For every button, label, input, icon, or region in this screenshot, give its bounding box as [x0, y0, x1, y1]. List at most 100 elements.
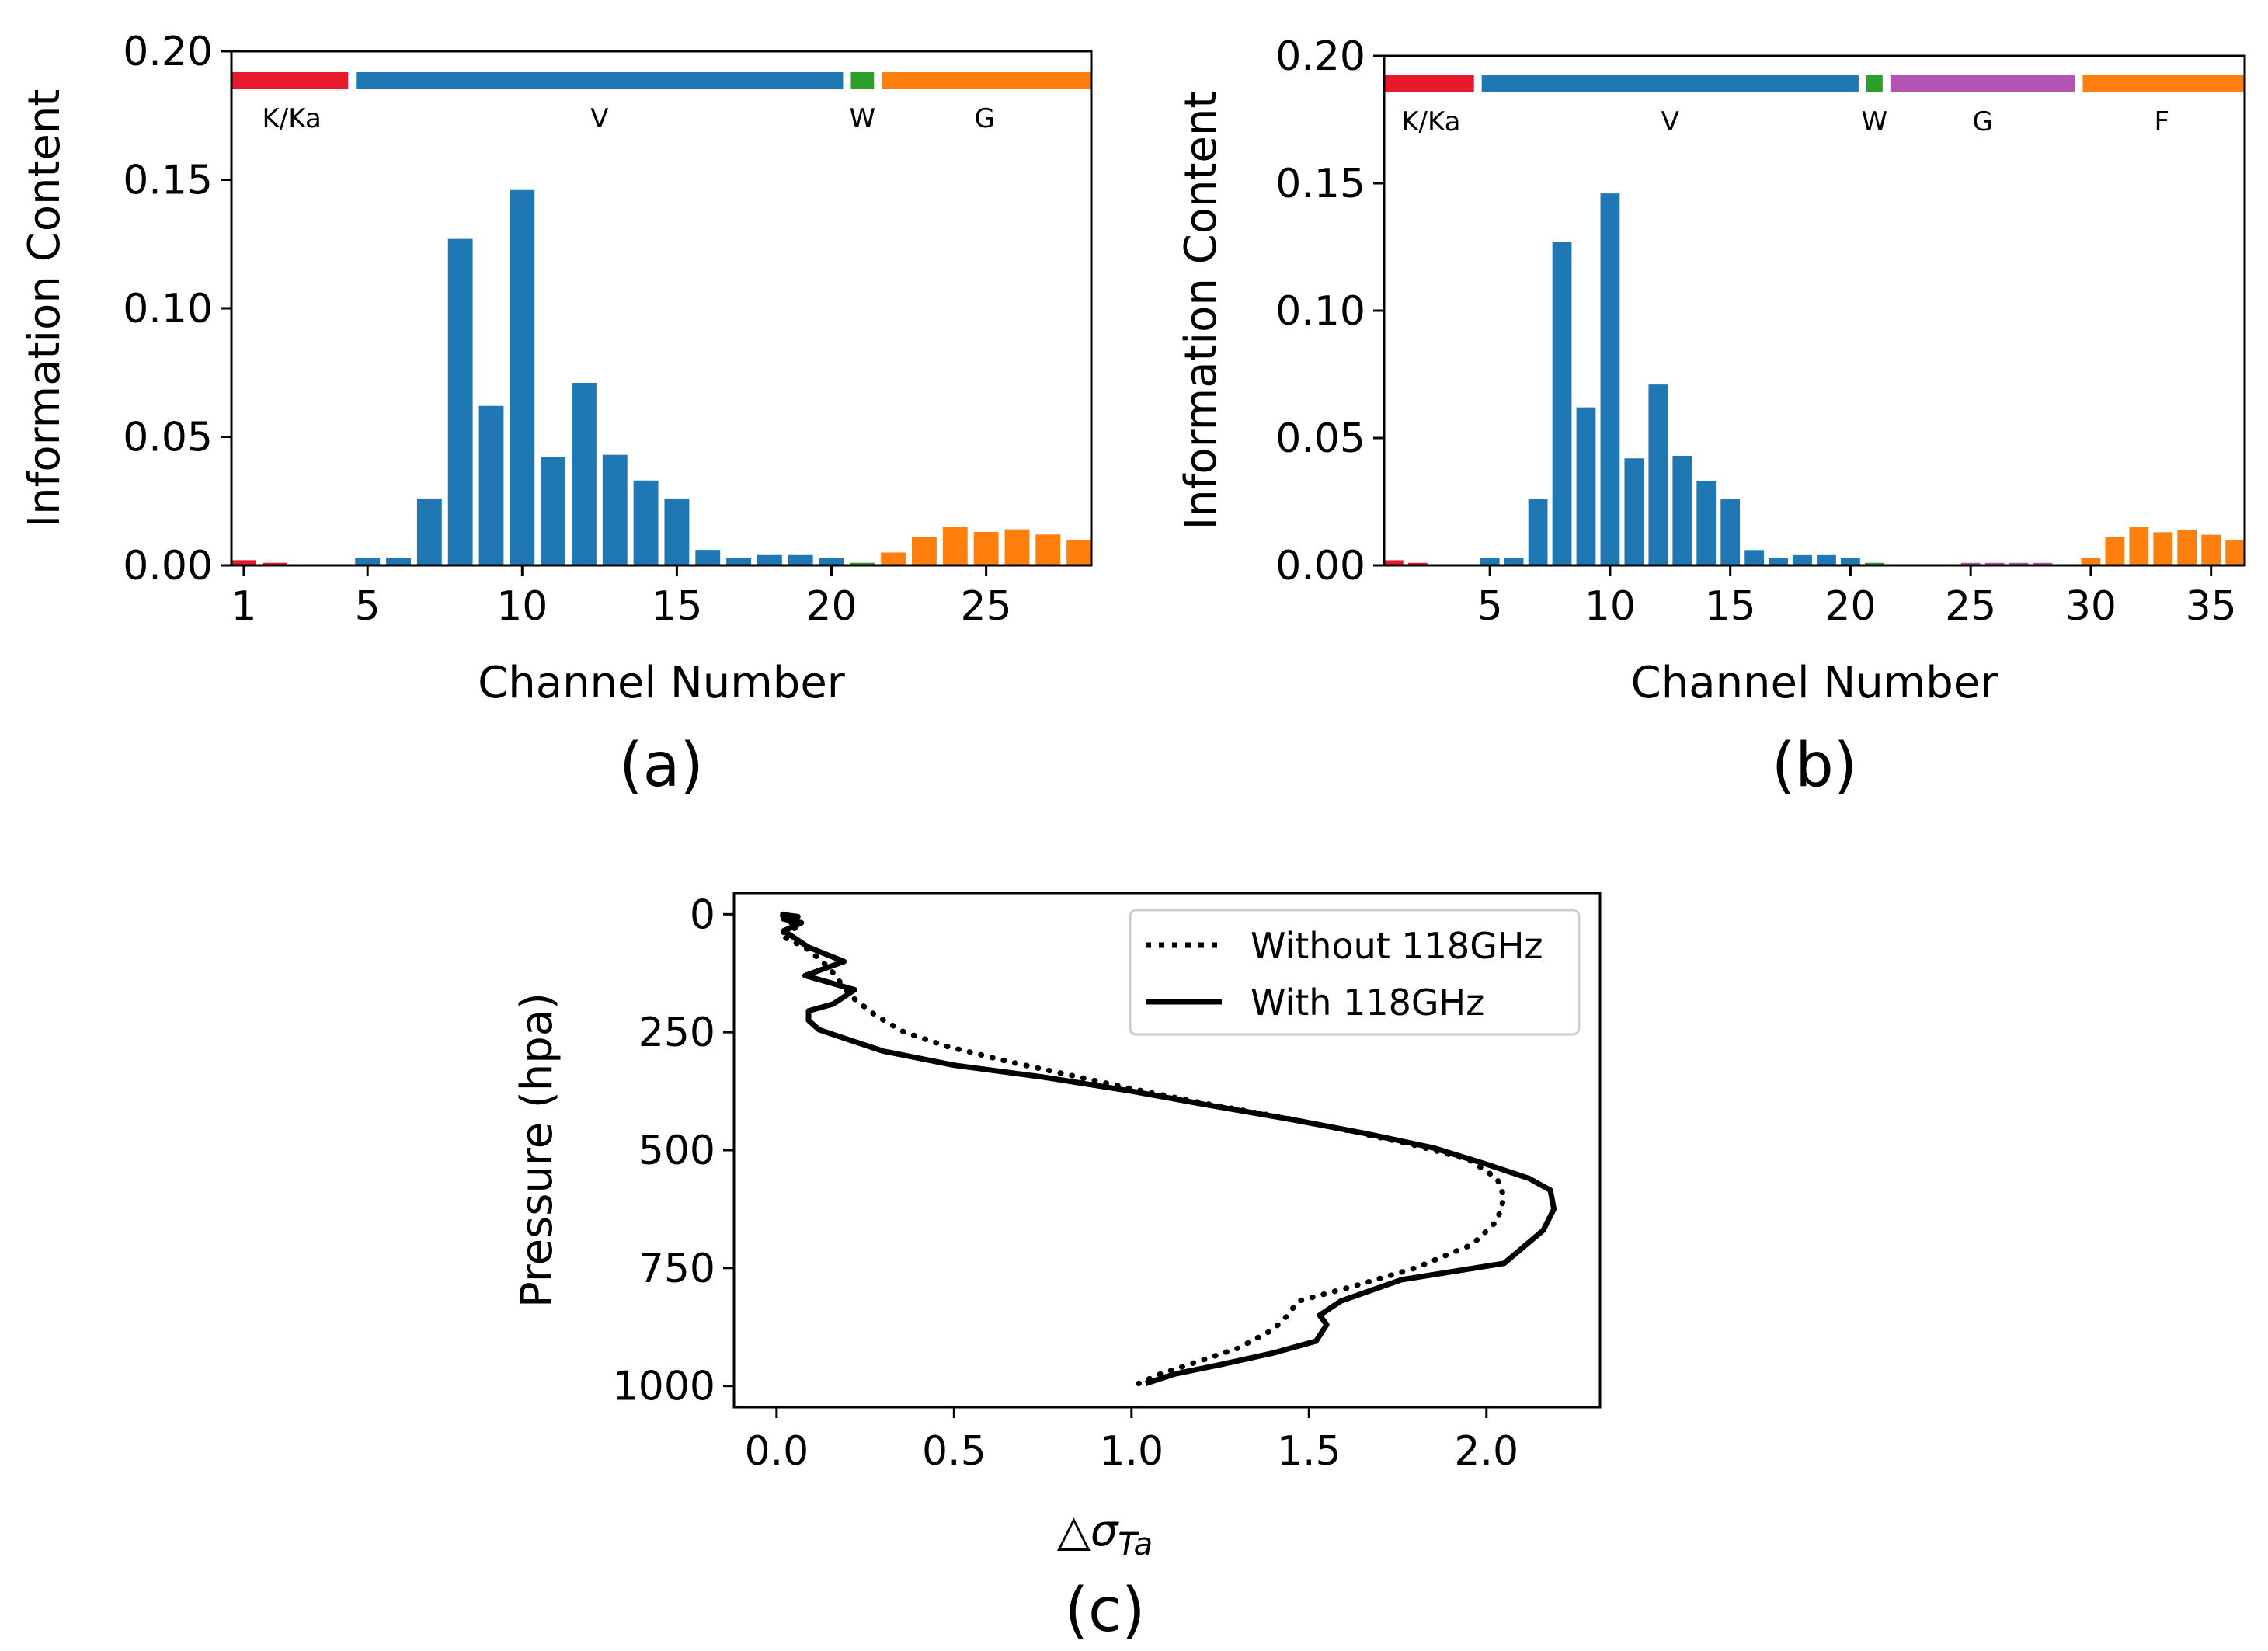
- bar-channel-22: [881, 552, 906, 565]
- bar-channel-17: [1769, 558, 1788, 565]
- x-tick-label: 15: [1705, 583, 1756, 630]
- bar-channel-21: [850, 562, 875, 565]
- band-bar-k-ka: [231, 72, 349, 89]
- bar-channel-8: [447, 238, 473, 565]
- bar-channel-26: [1004, 529, 1030, 565]
- y-tick-label: 0.15: [123, 158, 213, 204]
- panel-b-caption: (b): [1772, 731, 1857, 801]
- panel-a-bars: [231, 189, 1091, 566]
- x-tick-label: 0.0: [744, 1428, 809, 1475]
- bar-channel-25: [1960, 562, 1981, 565]
- bar-channel-13: [1672, 455, 1692, 565]
- panel-b-y-ticks: 0.00 0.05 0.10 0.15 0.20: [1275, 33, 1384, 589]
- bar-channel-20: [819, 558, 844, 565]
- bar-channel-33: [2153, 532, 2173, 565]
- x-tick-label: 20: [1824, 583, 1876, 630]
- bar-channel-14: [633, 480, 659, 565]
- y-tick-label: 0.05: [123, 415, 213, 461]
- bar-channel-28: [2033, 562, 2053, 565]
- panel-b-bar-chart: K/Ka V W G F 0.00 0.05 0.10 0.15 0.20 5 10 15 20 25 3…: [1176, 33, 2246, 801]
- panel-c-series-lines: [777, 911, 1557, 1387]
- bar-channel-11: [1624, 458, 1644, 565]
- bar-channel-18: [1793, 554, 1812, 565]
- x-tick-label: 5: [1477, 583, 1503, 630]
- bar-channel-36: [2225, 540, 2245, 565]
- panel-b-band-bars: K/Ka V W G F: [1384, 75, 2245, 137]
- bar-channel-5: [1480, 558, 1500, 565]
- bar-channel-17: [726, 558, 751, 565]
- bar-channel-2: [1407, 562, 1428, 565]
- band-label-f: F: [2154, 106, 2169, 137]
- y-tick-label: 0.10: [1275, 288, 1365, 335]
- panel-c-y-axis-label: Pressure (hpa): [512, 992, 562, 1308]
- bar-channel-10: [1600, 193, 1620, 565]
- band-bar-w: [1866, 75, 1883, 92]
- y-tick-label: 250: [638, 1010, 715, 1056]
- bar-channel-23: [912, 537, 937, 565]
- band-label-g: G: [974, 103, 994, 134]
- panel-a-caption: (a): [619, 731, 704, 801]
- bar-channel-34: [2177, 530, 2197, 565]
- x-tick-label: 2.0: [1454, 1428, 1518, 1475]
- panel-a-axes-frame: [230, 50, 1093, 567]
- bar-channel-19: [1817, 554, 1836, 565]
- x-tick-label: 15: [651, 583, 702, 630]
- legend-entry-without-118ghz: Without 118GHz: [1251, 925, 1543, 967]
- bar-channel-32: [2129, 527, 2149, 565]
- y-tick-label: 0.15: [1275, 161, 1365, 207]
- bar-channel-18: [757, 554, 782, 565]
- panel-b-bars: [1384, 193, 2245, 565]
- panel-c-caption: (c): [1065, 1576, 1146, 1646]
- band-bar-w: [850, 72, 875, 89]
- band-label-w: W: [850, 103, 876, 134]
- y-tick-label: 0: [690, 892, 715, 938]
- y-tick-label: 500: [638, 1128, 715, 1174]
- panel-a-bar-chart: K/Ka V W G 0.000.050.100.150.20 1 5 10 15 20 25 …: [19, 29, 1093, 801]
- bar-channel-12: [1648, 384, 1668, 565]
- panel-a-x-ticks: 1 5 10 15 20 25: [231, 565, 1012, 630]
- panel-b-axes-frame: [1383, 54, 2246, 567]
- band-label-w: W: [1862, 106, 1888, 137]
- x-label-subscript: Ta: [1118, 1527, 1153, 1562]
- bar-channel-16: [695, 550, 721, 565]
- bar-channel-1: [1384, 560, 1404, 565]
- x-label-main: △σ: [1057, 1506, 1119, 1556]
- bar-channel-2: [262, 562, 287, 565]
- bar-channel-7: [416, 498, 442, 565]
- bar-channel-13: [602, 454, 628, 565]
- band-bar-v: [356, 72, 844, 89]
- band-bar-v: [1481, 75, 1859, 92]
- bar-channel-5: [355, 558, 381, 565]
- panel-c-axes-frame: [732, 892, 1602, 1409]
- x-tick-label: 10: [1584, 583, 1636, 630]
- panel-c-legend: Without 118GHz With 118GHz: [1129, 909, 1581, 1036]
- x-tick-label: 5: [355, 583, 381, 630]
- legend-entry-with-118ghz: With 118GHz: [1251, 982, 1484, 1024]
- panel-a-y-axis-label: Information Content: [19, 89, 70, 528]
- bar-channel-1: [231, 560, 256, 565]
- band-label-k-ka: K/Ka: [263, 103, 322, 134]
- bar-channel-27: [2009, 562, 2029, 565]
- panel-b-x-ticks: 5 10 15 20 25 30 35: [1477, 565, 2237, 630]
- bar-channel-12: [572, 382, 597, 565]
- series-line-with-118ghz: [779, 911, 1557, 1386]
- bar-channel-19: [788, 554, 813, 565]
- bar-channel-27: [1035, 534, 1061, 565]
- band-bar-f: [2082, 75, 2245, 92]
- band-label-g: G: [1972, 106, 1992, 137]
- bar-channel-11: [541, 457, 566, 565]
- y-tick-label: 0.00: [1275, 543, 1365, 589]
- x-tick-label: 1: [231, 583, 256, 630]
- x-tick-label: 25: [1945, 583, 1996, 630]
- bar-channel-9: [1576, 407, 1596, 565]
- band-label-k-ka: K/Ka: [1401, 106, 1460, 137]
- y-tick-label: 1000: [613, 1364, 715, 1410]
- band-bar-g: [1890, 75, 2075, 92]
- bar-channel-6: [386, 558, 411, 565]
- y-tick-label: 0.05: [1275, 415, 1365, 462]
- panel-a-y-ticks: 0.00 0.05 0.10 0.15 0.20: [123, 29, 231, 589]
- panel-a-x-axis-label: Channel Number: [478, 658, 846, 708]
- band-label-v: V: [590, 103, 608, 134]
- band-label-v: V: [1661, 106, 1679, 137]
